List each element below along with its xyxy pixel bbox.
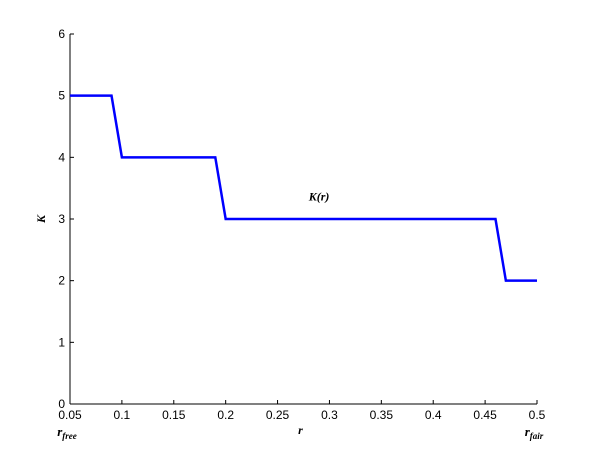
x-axis-label: r xyxy=(298,423,303,437)
x-tick-label: 0.1 xyxy=(114,408,131,422)
annotation-main: r xyxy=(57,424,63,439)
y-tick-label: 4 xyxy=(58,150,65,164)
x-tick-label: 0.15 xyxy=(162,408,186,422)
annotation: rfair xyxy=(525,424,544,441)
y-tick-label: 2 xyxy=(58,274,65,288)
y-axis-label: K xyxy=(34,214,48,224)
annotation-sub: free xyxy=(62,431,77,441)
annotation: rfree xyxy=(57,424,77,441)
x-tick-label: 0.4 xyxy=(425,408,442,422)
x-tick-label: 0.5 xyxy=(529,408,546,422)
y-tick-label: 0 xyxy=(58,397,65,411)
x-tick-label: 0.35 xyxy=(370,408,394,422)
y-tick-label: 3 xyxy=(58,212,65,226)
x-tick-label: 0.25 xyxy=(266,408,290,422)
y-tick-label: 5 xyxy=(58,89,65,103)
y-tick-label: 6 xyxy=(58,27,65,41)
x-tick-label: 0.2 xyxy=(217,408,234,422)
x-tick-label: 0.3 xyxy=(321,408,338,422)
annotation-main: r xyxy=(525,424,531,439)
y-tick-label: 1 xyxy=(58,335,65,349)
x-tick-label: 0.45 xyxy=(473,408,497,422)
annotation-sub: fair xyxy=(530,431,544,441)
line xyxy=(70,94,537,282)
annotation: K(r) xyxy=(308,190,330,204)
x-tick-label: 0.05 xyxy=(58,408,82,422)
